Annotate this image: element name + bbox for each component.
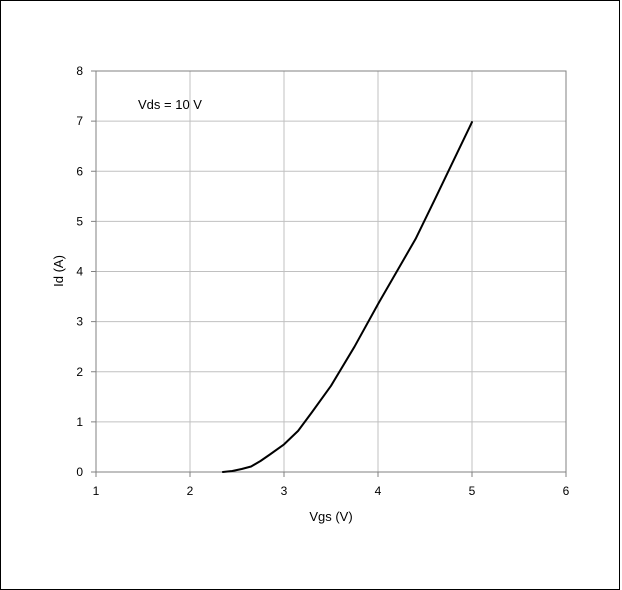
x-axis-title: Vgs (V) <box>309 509 352 524</box>
x-tick-label: 3 <box>281 484 288 498</box>
vds-annotation: Vds = 10 V <box>138 97 202 112</box>
x-tick-label: 6 <box>563 484 570 498</box>
y-tick-labels: 0 1 2 3 4 5 6 7 8 <box>76 64 96 479</box>
y-tick-label: 3 <box>76 315 83 329</box>
id-vgs-curve <box>221 121 473 473</box>
y-tick-label: 2 <box>76 365 83 379</box>
y-tick-label: 1 <box>76 415 83 429</box>
y-tick-label: 6 <box>76 164 83 178</box>
y-tick-label: 8 <box>76 64 83 78</box>
y-tick-label: 5 <box>76 214 83 228</box>
y-tick-label: 7 <box>76 114 83 128</box>
x-tick-label: 1 <box>93 484 100 498</box>
y-tick-label: 4 <box>76 265 83 279</box>
x-tick-label: 2 <box>187 484 194 498</box>
y-tick-label: 0 <box>76 465 83 479</box>
grid <box>96 71 566 472</box>
x-tick-label: 5 <box>469 484 476 498</box>
y-axis-title: Id (A) <box>51 255 66 287</box>
x-tick-labels: 1 2 3 4 5 6 <box>93 472 570 498</box>
x-tick-label: 4 <box>375 484 382 498</box>
series <box>221 121 473 473</box>
